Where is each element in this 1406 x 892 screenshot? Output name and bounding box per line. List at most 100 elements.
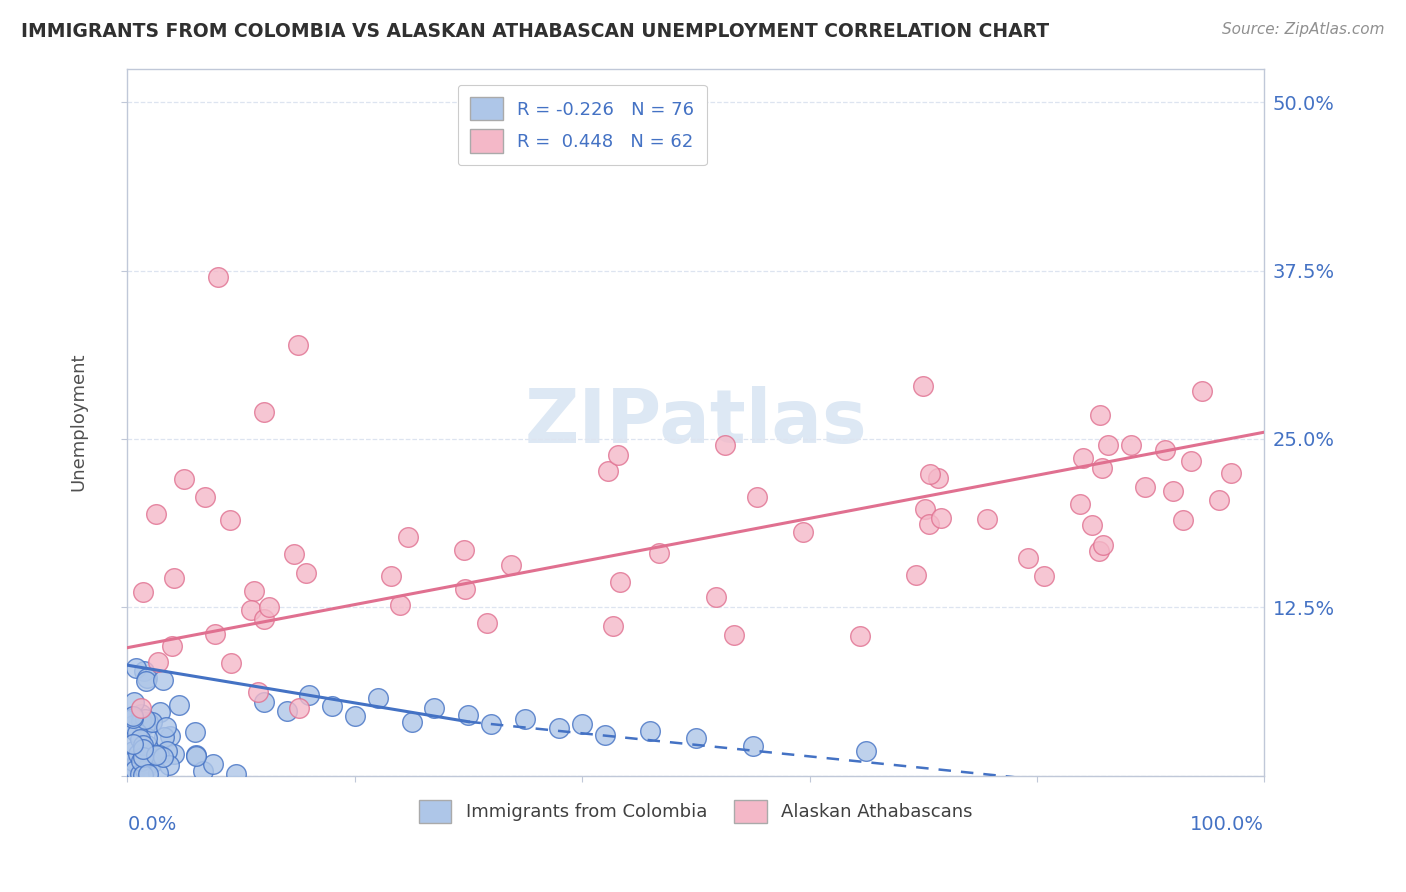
Point [132,664,155,678]
Point [142,756,165,770]
Point [479,717,502,731]
Text: Unemployment: Unemployment [69,353,87,491]
Point [242,584,264,599]
Point [287,337,309,351]
Point [704,591,727,605]
Point [146,766,169,780]
Point [976,512,998,526]
Legend: Immigrants from Colombia, Alaskan Athabascans: Immigrants from Colombia, Alaskan Athaba… [412,793,980,830]
Point [134,746,156,760]
Point [122,695,145,709]
Point [640,724,662,739]
Point [918,467,941,481]
Point [131,742,153,756]
Point [122,737,145,751]
Point [453,582,475,596]
Point [136,671,159,685]
Point [423,701,446,715]
Point [122,743,145,757]
Point [194,490,217,504]
Point [122,755,145,769]
Point [152,673,174,687]
Point [1071,450,1094,465]
Point [122,764,145,778]
Point [125,726,148,740]
Point [163,571,186,585]
Point [366,690,388,705]
Point [389,598,412,612]
Point [132,585,155,599]
Point [125,661,148,675]
Point [184,748,207,763]
Point [149,705,172,719]
Point [135,731,157,745]
Point [1208,492,1230,507]
Point [1091,460,1114,475]
Point [792,524,814,539]
Point [1017,551,1039,566]
Point [849,629,872,643]
Point [173,472,195,486]
Point [253,694,276,708]
Point [1121,438,1143,452]
Point [134,764,156,778]
Point [152,749,174,764]
Point [221,657,243,671]
Point [283,547,305,561]
Point [499,558,522,573]
Point [207,270,229,285]
Point [912,379,935,393]
Point [457,708,479,723]
Point [129,714,152,729]
Point [1219,466,1241,480]
Point [1097,438,1119,452]
Point [138,766,160,780]
Point [648,546,671,560]
Point [904,567,927,582]
Point [571,717,593,731]
Point [240,603,263,617]
Point [276,704,298,718]
Point [122,723,145,737]
Point [156,744,179,758]
Point [1180,454,1202,468]
Point [128,732,150,747]
Point [129,754,152,768]
Point [609,575,631,590]
Point [343,709,366,723]
Point [515,712,537,726]
Point [1087,544,1109,558]
Point [138,756,160,771]
Point [1133,480,1156,494]
Point [855,744,877,758]
Point [548,722,571,736]
Point [193,764,215,778]
Point [204,627,226,641]
Point [153,730,176,744]
Point [747,490,769,504]
Text: 100.0%: 100.0% [1191,814,1264,833]
Point [183,724,205,739]
Point [145,507,167,521]
Point [607,449,630,463]
Point [132,750,155,764]
Point [918,517,941,532]
Point [596,464,619,478]
Point [1171,513,1194,527]
Point [139,750,162,764]
Point [321,698,343,713]
Point [253,612,276,626]
Point [1092,539,1115,553]
Point [685,731,707,745]
Point [167,698,190,713]
Point [929,510,952,524]
Point [927,471,949,485]
Point [1153,443,1175,458]
Point [125,756,148,771]
Point [1191,384,1213,398]
Point [1069,497,1091,511]
Point [122,759,145,773]
Point [253,405,276,419]
Point [225,766,247,780]
Point [298,688,321,702]
